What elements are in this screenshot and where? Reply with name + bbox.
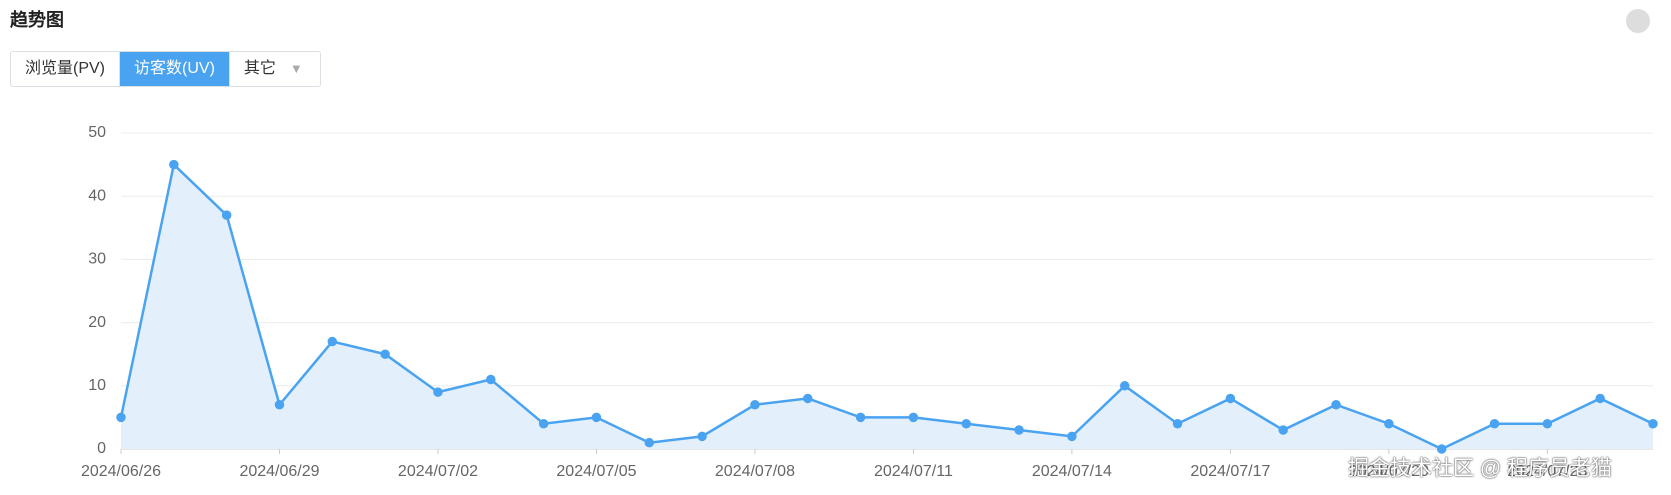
x-tick-label: 2024/07/08 [715,463,795,480]
point [591,412,602,423]
x-tick-label: 2024/06/29 [239,463,319,480]
x-tick-label: 2024/07/05 [556,463,636,480]
point [486,374,496,385]
point [908,412,919,423]
point [274,400,285,410]
tab-dropdown[interactable]: 其它 ▼ [230,52,320,86]
y-tick-label: 10 [88,377,106,394]
area [121,164,1653,449]
tab-active[interactable]: 访客数(UV) [120,52,230,86]
point [1384,418,1394,429]
point [750,400,760,410]
point [1067,431,1077,442]
x-tick-label: 2024/07/17 [1190,463,1270,480]
title: 趋势图 [10,10,64,30]
tab-group: 浏览量(PV) 访客数(UV) 其它 ▼ [10,51,321,87]
point [697,431,707,442]
y-tick-label: 40 [88,187,106,204]
point [116,412,126,423]
point [1119,381,1130,391]
point [1595,393,1605,404]
point [1542,418,1553,429]
next-button[interactable] [1626,9,1650,33]
y-tick-label: 20 [88,314,106,331]
x-tick-label: 2024/07/14 [1032,463,1112,480]
point [221,210,232,220]
line [119,162,1654,451]
y-tick-label: 50 [88,124,106,141]
point [169,159,179,170]
dropdown-icon: ▼ [289,61,303,76]
point [1648,418,1658,429]
point [1278,425,1288,435]
x-tick-label: 2024/06/26 [81,463,161,480]
x-tick-label: 2024/07/23 [1507,463,1587,480]
point [1225,393,1236,404]
point [803,393,813,404]
point [380,349,390,359]
point [1489,418,1500,429]
point [1014,425,1024,435]
point [433,387,443,397]
x-tick-label: 2024/07/11 [874,463,953,480]
tab[interactable]: 浏览量(PV) [11,52,121,86]
tab-label: 其它 [243,60,276,77]
point [1172,418,1183,429]
point [855,412,866,423]
point [644,437,655,448]
point [1331,400,1341,410]
point [538,418,549,429]
watermark: 掘金技术社区 @ 程序员老猫 [1348,457,1612,480]
point [1436,444,1447,454]
y-tick-label: 0 [97,440,106,457]
point [961,418,971,429]
x-tick-label: 2024/07/02 [398,463,478,480]
y-tick-label: 30 [88,251,106,268]
point [327,336,338,347]
x-tick-label: 2024/07/20 [1349,463,1429,480]
